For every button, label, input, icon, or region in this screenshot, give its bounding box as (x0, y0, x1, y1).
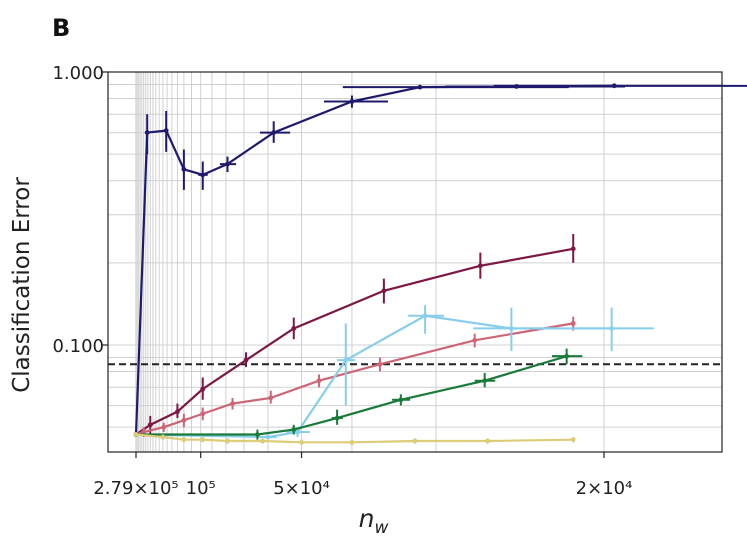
data-point (295, 429, 300, 435)
x-tick-label: 5×10⁴ (273, 478, 330, 499)
data-point (570, 320, 576, 326)
data-point (412, 438, 418, 444)
data-point (349, 99, 355, 104)
data-point (144, 130, 150, 135)
series-line (134, 84, 615, 435)
data-point (477, 263, 483, 269)
data-point (133, 432, 139, 437)
y-axis-label: Classification Error (9, 177, 35, 393)
data-point (243, 357, 249, 363)
series-4 (133, 305, 654, 440)
data-point (163, 128, 169, 134)
data-point (147, 422, 153, 428)
x-tick-label: 2.79×10⁵ (93, 478, 178, 499)
series-group (133, 83, 747, 446)
data-point (291, 427, 297, 432)
data-point (509, 326, 514, 331)
data-point (260, 438, 265, 444)
data-point (141, 429, 147, 435)
tick-group: 2.79×10⁵ 10⁵ 5×10⁴ 2×10⁴ 0.100 1.000 (52, 63, 632, 499)
data-point (181, 417, 187, 423)
plot-frame (107, 71, 723, 453)
data-point (422, 313, 428, 319)
data-point (381, 288, 387, 294)
data-point (225, 161, 230, 167)
series-1 (133, 83, 747, 437)
y-tick-label: 1.000 (52, 63, 104, 84)
x-tick-label: 10⁵ (186, 478, 216, 499)
data-point (398, 397, 404, 403)
series-2 (133, 234, 576, 437)
grid (108, 71, 722, 452)
data-point (611, 83, 617, 89)
data-point (200, 386, 206, 392)
series-6 (133, 432, 576, 446)
data-point (299, 439, 304, 445)
x-axis-label-sub: w (374, 518, 389, 538)
data-point (472, 337, 478, 343)
series-line (135, 322, 574, 436)
x-axis-label: nw (0, 504, 747, 538)
x-axis-label-main: n (358, 504, 375, 533)
data-point (349, 439, 355, 445)
data-point (181, 166, 187, 172)
data-point (485, 438, 491, 444)
data-point (200, 411, 206, 417)
data-point (343, 357, 349, 363)
data-point (377, 361, 383, 367)
data-point (271, 130, 277, 135)
data-point (160, 434, 166, 440)
series-5 (133, 348, 583, 440)
data-point (334, 415, 340, 421)
x-tick-label: 2×10⁴ (576, 478, 633, 499)
data-point (291, 326, 297, 331)
data-point (225, 438, 230, 444)
data-point (570, 246, 576, 252)
data-point (482, 378, 488, 384)
y-tick-label: 0.100 (52, 336, 104, 357)
data-point (230, 401, 235, 407)
data-point (200, 172, 206, 178)
panel-label: B (52, 14, 71, 42)
data-point (265, 434, 271, 440)
data-point (255, 432, 260, 437)
data-point (161, 424, 167, 430)
series-3 (133, 316, 576, 438)
data-point (564, 353, 570, 359)
series-line (135, 247, 574, 436)
data-point (609, 326, 615, 331)
series-line (135, 314, 612, 439)
data-point (417, 84, 423, 90)
data-point (570, 437, 576, 443)
data-point (268, 395, 274, 401)
data-point (175, 409, 180, 415)
data-point (200, 437, 206, 443)
data-point (181, 437, 187, 443)
data-point (316, 378, 322, 384)
